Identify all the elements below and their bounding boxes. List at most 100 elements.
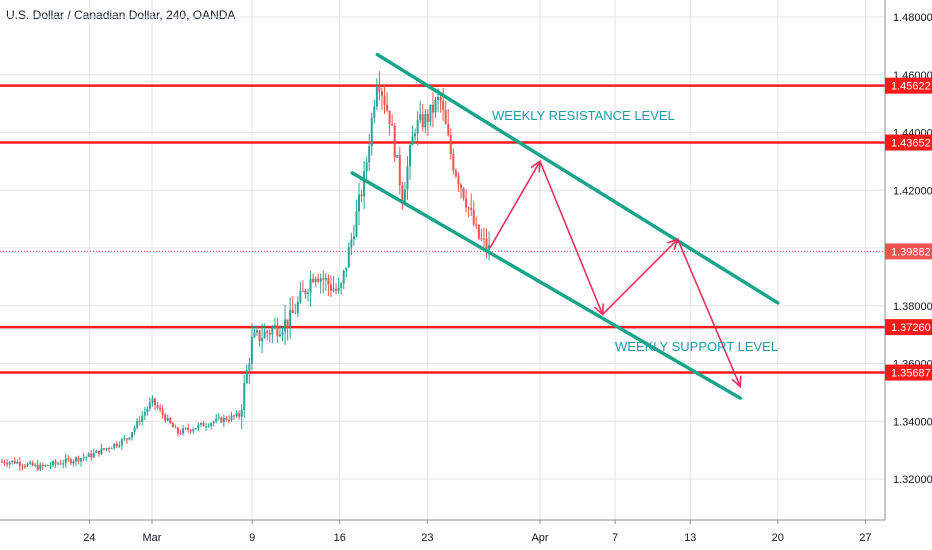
candle-body	[391, 124, 394, 126]
candle-body	[212, 421, 215, 424]
candle-body	[434, 100, 437, 113]
candle-body	[161, 409, 164, 415]
candle-body	[301, 290, 304, 292]
candle-body	[207, 426, 210, 428]
x-tick-label: 23	[421, 532, 433, 544]
candle-body	[250, 337, 253, 364]
candle-body	[243, 383, 246, 411]
candle-body	[291, 309, 294, 313]
candle-body	[327, 278, 330, 285]
candle-body	[345, 267, 348, 271]
candle-body	[312, 278, 315, 282]
candle-body	[59, 463, 62, 465]
candle-body	[352, 236, 355, 240]
candle-body	[166, 417, 169, 421]
candle-body	[416, 119, 419, 134]
candle-body	[29, 462, 32, 464]
level-price-label: 1.45622	[891, 81, 931, 93]
y-tick-label: 1.42000	[893, 185, 932, 197]
candle-body	[426, 113, 429, 122]
candle-body	[156, 405, 159, 408]
candle-body	[365, 162, 368, 172]
candle-body	[138, 420, 141, 422]
candle-body	[393, 125, 396, 158]
candle-body	[31, 462, 34, 466]
candle-body	[465, 198, 468, 208]
candle-body	[202, 422, 205, 427]
candle-body	[256, 330, 258, 333]
candle-body	[41, 464, 44, 467]
candle-body	[238, 413, 241, 417]
candle-body	[143, 412, 146, 416]
projection-arrowhead	[731, 375, 742, 389]
candle-body	[184, 428, 187, 430]
candles	[1, 71, 491, 471]
candle-body	[146, 408, 149, 413]
candle-body	[480, 238, 483, 240]
candle-body	[360, 194, 363, 197]
projection-arrows	[489, 159, 742, 389]
candle-body	[406, 166, 409, 190]
candle-body	[429, 104, 432, 122]
candle-body	[439, 96, 442, 101]
candle-body	[273, 325, 276, 329]
candle-body	[131, 432, 134, 438]
level-price-tag	[885, 77, 932, 94]
x-tick-label: Apr	[531, 532, 548, 544]
candle-body	[263, 331, 266, 338]
candle-body	[151, 398, 154, 403]
candle-body	[169, 417, 172, 424]
candle-body	[307, 292, 309, 295]
candle-body	[457, 175, 460, 185]
candle-body	[225, 417, 228, 420]
level-price-tag	[885, 134, 932, 151]
candle-body	[120, 439, 123, 446]
candle-body	[179, 433, 182, 435]
candle-body	[411, 136, 414, 146]
candle-body	[154, 398, 156, 406]
candle-body	[373, 106, 376, 118]
candle-body	[141, 415, 144, 422]
candle-body	[100, 448, 103, 455]
candle-body	[82, 457, 85, 459]
projection-segment	[489, 160, 541, 249]
projection-segment	[602, 238, 679, 315]
candle-body	[317, 278, 320, 282]
candle-body	[437, 96, 440, 101]
level-price-label: 1.35687	[891, 368, 931, 380]
candle-body	[34, 464, 37, 466]
candle-body	[21, 465, 24, 467]
candle-body	[26, 463, 29, 467]
y-tick-label: 1.34000	[893, 416, 932, 428]
candle-body	[8, 462, 11, 465]
projection-segment	[539, 161, 604, 315]
candle-body	[210, 423, 213, 427]
candle-body	[46, 465, 49, 467]
candle-body	[95, 450, 98, 453]
candle-body	[281, 331, 284, 335]
x-tick-label: 9	[249, 532, 255, 544]
candle-body	[118, 445, 121, 447]
x-tick-label: 20	[772, 532, 784, 544]
candle-body	[113, 443, 116, 448]
candle-body	[197, 424, 200, 429]
candle-body	[3, 461, 6, 464]
candle-body	[189, 429, 192, 432]
candle-body	[431, 104, 434, 113]
support-annotation: WEEKLY SUPPORT LEVEL	[615, 339, 778, 354]
candle-body	[460, 184, 462, 189]
candle-body	[87, 453, 90, 457]
candle-body	[470, 207, 473, 210]
annotations: WEEKLY RESISTANCE LEVEL WEEKLY SUPPORT LE…	[492, 108, 778, 354]
candle-body	[92, 452, 95, 458]
candle-body	[268, 332, 271, 335]
candle-body	[217, 417, 220, 419]
current-price-label: 1.39882	[891, 246, 931, 258]
candle-body	[192, 429, 195, 432]
candle-body	[6, 463, 9, 465]
x-tick-label: 24	[83, 532, 95, 544]
candle-body	[222, 417, 225, 423]
candle-body	[72, 461, 75, 464]
candle-body	[289, 309, 292, 328]
